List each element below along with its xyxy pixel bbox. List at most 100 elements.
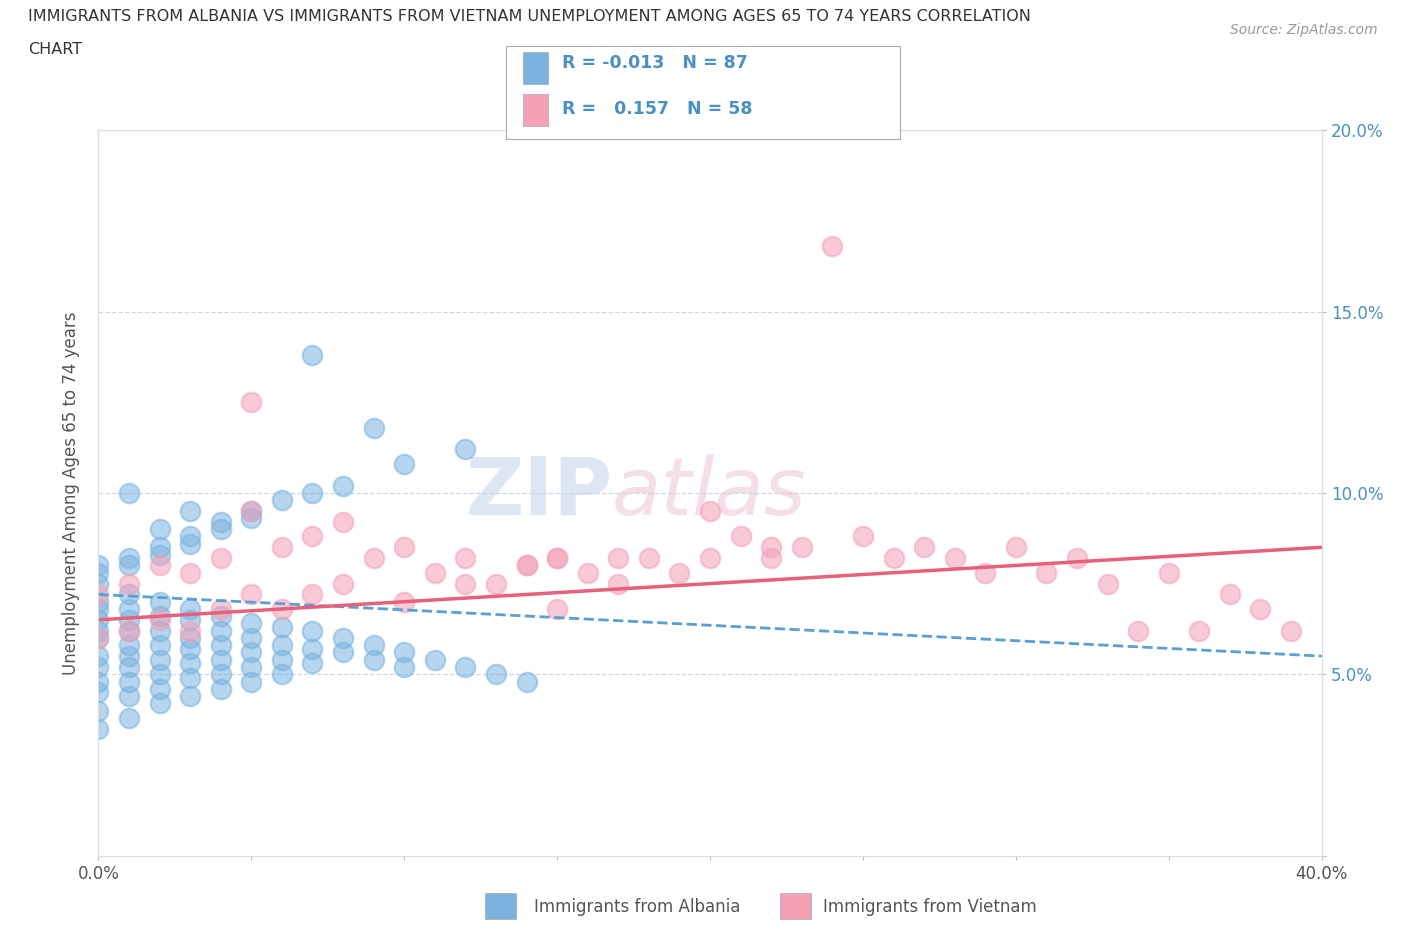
Text: Immigrants from Vietnam: Immigrants from Vietnam [823, 897, 1036, 916]
Text: Immigrants from Albania: Immigrants from Albania [534, 897, 741, 916]
Point [423, 652, 446, 667]
Point [790, 539, 813, 554]
Point [209, 602, 232, 617]
Point [1128, 623, 1150, 638]
Text: ZIP: ZIP [465, 454, 612, 532]
Point [118, 623, 141, 638]
Point [87, 558, 110, 573]
Point [363, 420, 385, 435]
Point [209, 551, 232, 565]
Point [852, 529, 875, 544]
Point [179, 656, 201, 671]
Point [332, 514, 354, 529]
Point [392, 539, 416, 554]
Point [1157, 565, 1180, 580]
Point [149, 667, 172, 682]
Text: atlas: atlas [612, 454, 807, 532]
Point [1097, 577, 1119, 591]
Point [118, 649, 141, 664]
Y-axis label: Unemployment Among Ages 65 to 74 years: Unemployment Among Ages 65 to 74 years [62, 312, 80, 674]
Point [87, 565, 110, 580]
Point [240, 659, 263, 674]
Point [209, 667, 232, 682]
Point [149, 652, 172, 667]
Point [118, 638, 141, 653]
Point [637, 551, 661, 565]
Point [87, 631, 110, 645]
Point [209, 682, 232, 697]
Point [546, 551, 568, 565]
Point [270, 619, 292, 634]
Point [118, 587, 141, 602]
Point [209, 652, 232, 667]
Point [363, 638, 385, 653]
Point [392, 594, 416, 609]
Point [240, 631, 263, 645]
Point [730, 529, 752, 544]
Point [209, 522, 232, 537]
Point [179, 529, 201, 544]
Point [149, 613, 172, 628]
Point [821, 239, 844, 254]
Point [270, 493, 292, 508]
Point [270, 539, 292, 554]
Point [149, 547, 172, 562]
Point [363, 551, 385, 565]
Point [179, 642, 201, 657]
Point [1004, 539, 1026, 554]
Point [759, 551, 782, 565]
Point [699, 551, 721, 565]
Point [454, 659, 477, 674]
Text: IMMIGRANTS FROM ALBANIA VS IMMIGRANTS FROM VIETNAM UNEMPLOYMENT AMONG AGES 65 TO: IMMIGRANTS FROM ALBANIA VS IMMIGRANTS FR… [28, 9, 1031, 24]
Text: CHART: CHART [28, 42, 82, 57]
Point [87, 602, 110, 617]
Point [546, 602, 568, 617]
Point [943, 551, 966, 565]
Point [209, 638, 232, 653]
Point [179, 565, 201, 580]
Point [699, 504, 721, 519]
Point [392, 659, 416, 674]
Point [301, 348, 323, 363]
Point [363, 652, 385, 667]
Point [118, 577, 141, 591]
Point [179, 623, 201, 638]
Point [209, 514, 232, 529]
Point [87, 674, 110, 689]
Point [118, 688, 141, 703]
Point [179, 504, 201, 519]
Point [240, 616, 263, 631]
Point [301, 623, 323, 638]
Point [149, 682, 172, 697]
Point [149, 609, 172, 624]
Point [87, 623, 110, 638]
Point [118, 711, 141, 725]
Text: R = -0.013   N = 87: R = -0.013 N = 87 [562, 54, 748, 73]
Point [149, 539, 172, 554]
Point [454, 442, 477, 457]
Point [209, 623, 232, 638]
Point [974, 565, 997, 580]
Point [1249, 602, 1271, 617]
Point [240, 587, 263, 602]
Point [118, 602, 141, 617]
Point [301, 485, 323, 500]
Point [1279, 623, 1302, 638]
Point [87, 594, 110, 609]
Point [209, 609, 232, 624]
Point [240, 674, 263, 689]
Point [118, 613, 141, 628]
Point [668, 565, 690, 580]
Point [179, 537, 201, 551]
Point [149, 638, 172, 653]
Point [149, 594, 172, 609]
Point [270, 602, 292, 617]
Point [516, 674, 538, 689]
Point [546, 551, 568, 565]
Point [87, 649, 110, 664]
Point [87, 613, 110, 628]
Point [332, 631, 354, 645]
Point [454, 551, 477, 565]
Point [301, 642, 323, 657]
Point [118, 659, 141, 674]
